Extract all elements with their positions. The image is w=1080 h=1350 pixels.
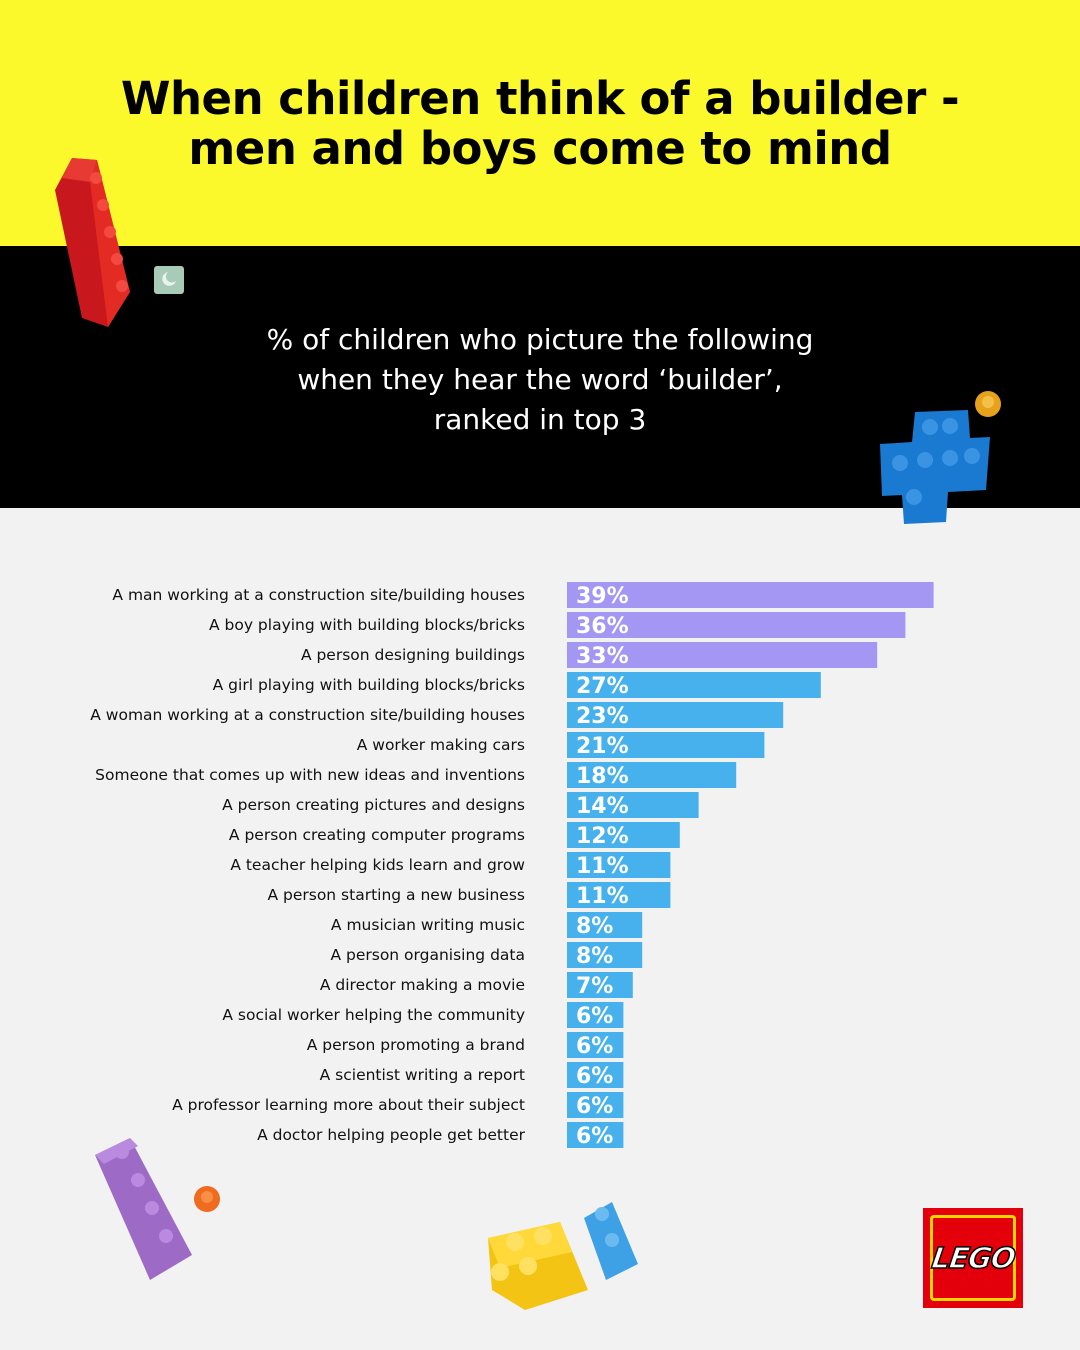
bar-value-label: 39% [576, 584, 629, 609]
bar [567, 882, 671, 908]
category-label: A person promoting a brand [307, 1036, 525, 1054]
bar [567, 1062, 624, 1088]
bar-value-label: 7% [576, 974, 613, 999]
bar-value-label: 8% [576, 944, 613, 969]
bar-value-label: 6% [576, 1094, 613, 1119]
category-label: A doctor helping people get better [257, 1126, 526, 1144]
yellow-brick-icon [488, 1222, 588, 1310]
bar [567, 792, 699, 818]
category-label: A person creating pictures and designs [222, 796, 525, 814]
category-label: A person organising data [330, 946, 525, 964]
green-cube-icon [154, 266, 184, 294]
bar-value-label: 33% [576, 644, 629, 669]
bar-value-label: 27% [576, 674, 629, 699]
lego-logo-frame: LEGO [928, 1215, 1018, 1301]
category-label: A woman working at a construction site/b… [90, 706, 525, 724]
bar [567, 672, 821, 698]
lego-logo: LEGO [923, 1208, 1023, 1308]
lego-logo-text: LEGO [928, 1240, 1017, 1276]
bar [567, 972, 633, 998]
bar [567, 582, 934, 608]
category-label: A person creating computer programs [229, 826, 525, 844]
category-label: A scientist writing a report [320, 1066, 525, 1084]
category-label: A teacher helping kids learn and grow [230, 856, 525, 874]
category-label: A boy playing with building blocks/brick… [209, 616, 525, 634]
blue-small-brick-icon [584, 1202, 638, 1280]
subtitle-line-3: ranked in top 3 [433, 403, 647, 436]
bar-value-label: 14% [576, 794, 629, 819]
bar [567, 852, 671, 878]
title-line-1: When children think of a builder - [120, 72, 960, 125]
title-line-2: men and boys come to mind [188, 122, 892, 175]
bar [567, 912, 643, 938]
chart-band [0, 508, 1080, 1350]
category-label: A person designing buildings [301, 646, 525, 664]
header-band [0, 0, 1080, 246]
bar-value-label: 23% [576, 704, 629, 729]
bar [567, 612, 906, 638]
bar-value-label: 8% [576, 914, 613, 939]
category-label: Someone that comes up with new ideas and… [95, 766, 525, 784]
blue-cross-brick-icon [880, 410, 990, 524]
bar [567, 1122, 624, 1148]
bar-value-label: 12% [576, 824, 629, 849]
bar-value-label: 6% [576, 1004, 613, 1029]
orange-stud-small-icon [194, 1186, 220, 1212]
bar-value-label: 21% [576, 734, 629, 759]
category-label: A man working at a construction site/bui… [112, 586, 525, 604]
bar-value-label: 6% [576, 1034, 613, 1059]
bar [567, 732, 765, 758]
subtitle-line-1: % of children who picture the following [266, 323, 814, 356]
bar [567, 1002, 624, 1028]
red-brick-icon [55, 158, 130, 327]
bar-value-label: 6% [576, 1124, 613, 1149]
bar-value-label: 36% [576, 614, 629, 639]
bar [567, 702, 784, 728]
orange-stud-icon [975, 391, 1001, 417]
bar-value-label: 6% [576, 1064, 613, 1089]
bar [567, 1032, 624, 1058]
category-label: A person starting a new business [267, 886, 525, 904]
bar-value-label: 11% [576, 884, 629, 909]
bar [567, 822, 680, 848]
category-label: A girl playing with building blocks/bric… [213, 676, 525, 694]
bar-value-label: 11% [576, 854, 629, 879]
bar-value-label: 18% [576, 764, 629, 789]
subtitle-line-2: when they hear the word ‘builder’, [297, 363, 783, 396]
category-label: A professor learning more about their su… [172, 1096, 525, 1114]
page-title: When children think of a builder - men a… [90, 74, 990, 174]
bar [567, 642, 878, 668]
category-label: A musician writing music [331, 916, 525, 934]
category-label: A worker making cars [357, 736, 525, 754]
bar [567, 942, 643, 968]
bar [567, 1092, 624, 1118]
bar [567, 762, 737, 788]
chart-subtitle: % of children who picture the following … [190, 320, 890, 440]
category-label: A social worker helping the community [222, 1006, 525, 1024]
purple-brick-icon [95, 1138, 192, 1280]
category-label: A director making a movie [320, 976, 525, 994]
